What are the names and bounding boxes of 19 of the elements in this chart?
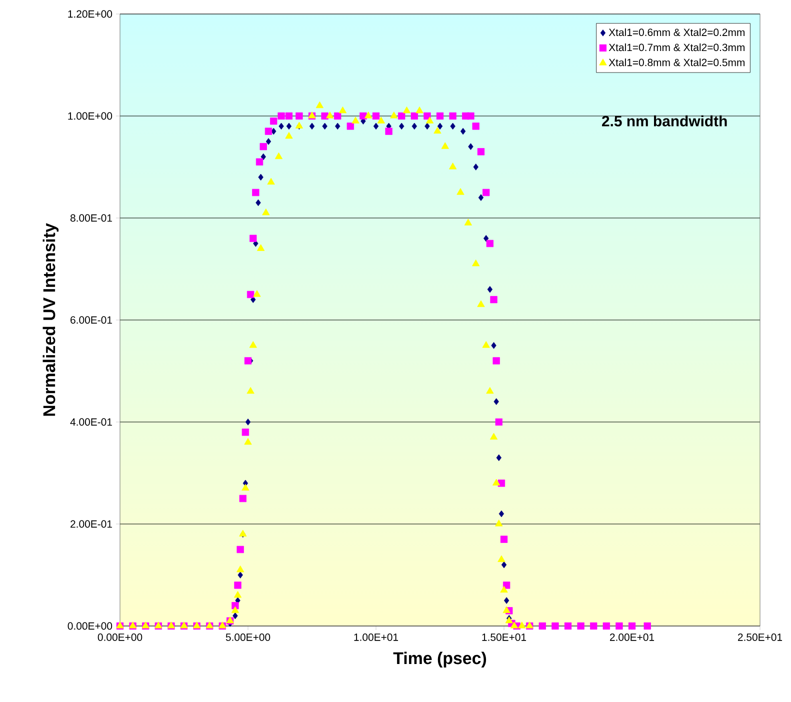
x-tick-label: 1.00E+01 <box>354 634 398 641</box>
x-tick-label: 5.00E+00 <box>226 634 270 641</box>
x-tick-label: 2.00E+01 <box>610 634 654 641</box>
y-tick-label: 1.20E+00 <box>68 10 112 18</box>
y-tick-label: 2.00E-01 <box>70 520 112 528</box>
x-tick-label: 2.50E+01 <box>738 634 782 641</box>
legend-label: Xtal1=0.6mm & Xtal2=0.2mm <box>608 28 744 36</box>
y-tick-label: 0.00E+00 <box>68 622 112 630</box>
x-tick-label: 0.00E+00 <box>98 634 142 641</box>
y-tick-label: 6.00E-01 <box>70 316 112 324</box>
legend-label: Xtal1=0.7mm & Xtal2=0.3mm <box>608 43 744 52</box>
y-tick-label: 8.00E-01 <box>70 214 112 222</box>
y-tick-label: 4.00E-01 <box>70 418 112 426</box>
legend-label: Xtal1=0.8mm & Xtal2=0.5mm <box>608 58 744 66</box>
y-axis-title: Normalized UV Intensity <box>42 223 59 416</box>
x-tick-label: 1.50E+01 <box>482 634 526 641</box>
y-tick-label: 1.00E+00 <box>68 112 112 120</box>
x-axis-title: Time (psec) <box>393 652 486 668</box>
annotation: 2.5 nm bandwidth <box>602 115 727 126</box>
